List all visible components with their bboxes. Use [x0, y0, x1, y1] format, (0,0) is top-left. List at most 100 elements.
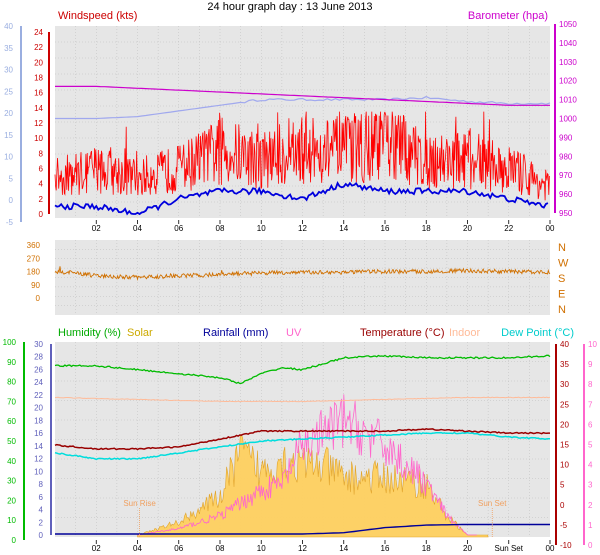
x-tick-label: 12: [298, 224, 307, 233]
temperature-axis-tick-label: 15: [560, 441, 569, 450]
compass-label: S: [558, 273, 565, 285]
uv-series-line: [137, 394, 477, 536]
direction-axis-tick-label: 180: [27, 268, 41, 277]
x-tick-label: 14: [339, 224, 348, 233]
x-tick-label: 14: [339, 544, 348, 553]
solar-axis-tick-label: 8: [39, 480, 44, 489]
humidity-axis-tick-label: 60: [7, 417, 16, 426]
windspeed-axis-tick-label: 0: [39, 210, 44, 219]
x-tick-label: 00: [546, 224, 555, 233]
barometer-axis-tick-label: 950: [559, 209, 573, 218]
windspeed-axis-tick-label: 2: [39, 195, 44, 204]
humidity-x-ticks: 02 04 06 08 10 12 14 16 18 20 Sun Set 00: [92, 540, 555, 553]
x-tick-label: 00: [546, 544, 555, 553]
temperature-axis-tick-label: 35: [560, 360, 569, 369]
x-tick-label: 04: [133, 544, 142, 553]
humidity-temperature-panel: Humidity (%) Solar Rainfall (mm) UV Temp…: [3, 327, 598, 553]
legend-temperature: Temperature (°C): [360, 327, 444, 339]
x-tick-label: 12: [298, 544, 307, 553]
legend-solar: Solar: [127, 327, 153, 339]
windspeed-axis-tick-label: 12: [34, 119, 43, 128]
compass-label: N: [558, 304, 566, 316]
x-tick-label: Sun Set: [495, 544, 524, 553]
compass-label: E: [558, 289, 565, 301]
temperature-axis-tick-label: 25: [560, 400, 569, 409]
x-tick-label: 04: [133, 224, 142, 233]
x-tick-label: 20: [463, 544, 472, 553]
direction-axis-tick-label: 360: [27, 241, 41, 250]
x-tick-label: 16: [381, 224, 390, 233]
wind-outer-axis-tick-label: -5: [6, 218, 14, 227]
temperature-right-axis: 40 35 30 25 20 15 10 5 0 -5 -10: [555, 340, 572, 550]
uv-axis-tick-label: 0: [588, 541, 593, 550]
barometer-axis-tick-label: 960: [559, 190, 573, 199]
uv-axis-tick-label: 9: [588, 360, 593, 369]
windspeed-axis-tick-label: 10: [34, 134, 43, 143]
solar-axis-tick-label: 18: [34, 416, 43, 425]
temperature-axis-tick-label: -5: [560, 521, 568, 530]
temperature-axis-tick-label: 10: [560, 461, 569, 470]
x-tick-label: 10: [257, 224, 266, 233]
barometer-axis-tick-label: 1030: [559, 58, 577, 67]
humidity-axis-tick-label: 90: [7, 358, 16, 367]
x-tick-label: 06: [174, 224, 183, 233]
windspeed-axis-tick-label: 22: [34, 43, 43, 52]
x-tick-label: 18: [422, 224, 431, 233]
barometer-axis-tick-label: 1010: [559, 96, 577, 105]
temperature-axis-tick-label: 40: [560, 340, 569, 349]
solar-axis-tick-label: 10: [34, 467, 43, 476]
humidity-series-line: [54, 354, 551, 385]
solar-axis-tick-label: 14: [34, 442, 43, 451]
barometer-axis-tick-label: 990: [559, 133, 573, 142]
x-tick-label: 02: [92, 544, 101, 553]
dewpoint-series-line: [54, 431, 550, 461]
barometer-secondary-series-line: [55, 95, 551, 120]
x-tick-label: 08: [216, 544, 225, 553]
chart-title: 24 hour graph day : 13 June 2013: [207, 1, 372, 13]
solar-axis-tick-label: 2: [39, 518, 44, 527]
solar-axis-tick-label: 0: [39, 531, 44, 540]
barometer-axis-tick-label: 1020: [559, 77, 577, 86]
direction-series: [54, 266, 551, 281]
x-tick-label: 20: [463, 224, 472, 233]
barometer-axis-tick-label: 970: [559, 171, 573, 180]
wind-x-ticks: 02 04 06 08 10 12 14 16 18 20 22 00: [92, 220, 555, 233]
windspeed-axis-title: Windspeed (kts): [58, 10, 137, 22]
uv-axis-tick-label: 5: [588, 441, 593, 450]
wind-outer-axis-tick-label: 35: [4, 44, 13, 53]
windspeed-axis-tick-label: 18: [34, 74, 43, 83]
wind-outer-axis-tick-label: 15: [4, 131, 13, 140]
wind-outer-axis-tick-label: 40: [4, 22, 13, 31]
solar-axis-tick-label: 30: [34, 340, 43, 349]
wind-outer-axis-tick-label: 20: [4, 109, 13, 118]
x-tick-label: 06: [174, 544, 183, 553]
barometer-series-line: [55, 85, 550, 106]
windspeed-axis-tick-label: 20: [34, 58, 43, 67]
wind-left-outer-axis: 40 35 30 25 20 15 10 5 0 -5: [4, 22, 22, 227]
uv-axis-tick-label: 1: [588, 521, 593, 530]
barometer-axis-tick-label: 980: [559, 152, 573, 161]
barometer-axis-tick-label: 1050: [559, 20, 577, 29]
rainfall-series-line: [55, 523, 550, 535]
humidity-axis-tick-label: 30: [7, 477, 16, 486]
solar-axis-tick-label: 6: [39, 493, 44, 502]
humidity-axis-tick-label: 0: [12, 536, 17, 545]
x-tick-label: 02: [92, 224, 101, 233]
sunrise-label: Sun Rise: [123, 499, 156, 508]
temperature-axis-tick-label: 5: [560, 481, 565, 490]
solar-axis-tick-label: 12: [34, 455, 43, 464]
direction-grid: [55, 240, 550, 315]
x-tick-label: 16: [381, 544, 390, 553]
windspeed-axis-tick-label: 4: [39, 180, 44, 189]
humidity-axis-tick-label: 10: [7, 516, 16, 525]
uv-axis-tick-label: 6: [588, 420, 593, 429]
wind-average-series-line: [54, 181, 549, 216]
barometer-right-axis: 1050 1040 1030 1020 1010 1000 990 980 970 960 950: [554, 20, 577, 218]
humidity-axis-tick-label: 70: [7, 397, 16, 406]
direction-axis-tick-label: 270: [27, 254, 41, 263]
uv-axis-tick-label: 8: [588, 380, 593, 389]
windspeed-axis-tick-label: 6: [39, 165, 44, 174]
